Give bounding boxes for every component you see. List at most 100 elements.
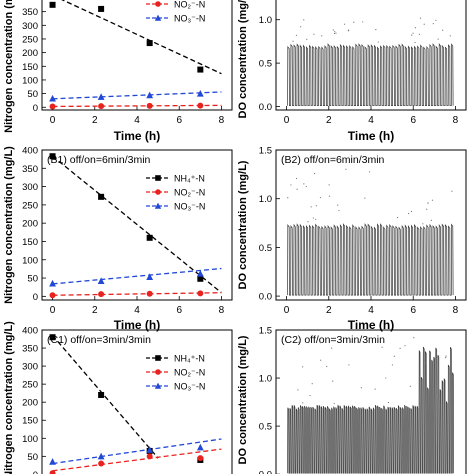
do-spike [348,364,350,366]
data-point [98,291,105,298]
do-spike [414,27,417,29]
x-tick-label: 4 [368,115,374,126]
legend-label: NO₂⁻-N [174,368,205,378]
data-point [49,103,56,110]
panel-a2: 0 2 4 6 8 0.0 0.5 1.0 Time (h) DO concentration (… [237,0,467,143]
y-tick-label: 300 [22,182,38,193]
do-spike [335,32,337,34]
panel-a1: 0 2 4 6 8 0 50 100 150 200 250 300 350 Time (h) Nitrog… [3,0,233,143]
panel-b1: 0 2 4 6 8 0 50 100 150 200 250 300 350 400 Time (h) Nit… [3,146,233,332]
data-point [98,5,105,12]
do-spike [297,389,299,391]
panel-label: (B2) off/on=6min/3min [281,154,385,166]
do-spike [334,31,336,33]
do-spike [374,388,376,390]
panel-c1: 0 50 100 150 200 250 300 350 400 Nitrogen concent… [3,321,233,474]
data-point [97,93,105,100]
do-spike [347,29,350,31]
x-tick-label: 2 [326,305,332,316]
y-tick-label: 150 [22,62,38,73]
y-tick-label: 100 [22,75,38,86]
fit-line [52,91,222,100]
do-trace [287,43,454,107]
x-axis-label: Time (h) [114,129,160,143]
data-point [49,153,56,160]
do-spike [298,341,300,343]
y-tick-label: 0.5 [259,422,272,433]
panel-label: (C2) off/on=3min/3min [281,334,385,346]
do-spike [396,216,399,219]
data-point [97,452,105,460]
do-spike [319,196,322,199]
x-tick-label: 6 [410,305,416,316]
do-spike [345,168,347,170]
do-trace [287,346,454,474]
do-spike [364,197,366,199]
panel-label: (C1) off/on=3min/3min [47,334,151,346]
y-tick-label: 200 [22,219,38,230]
x-tick-label: 0 [284,305,290,316]
fit-line [52,155,222,294]
legend-marker [155,1,161,7]
do-spike [423,23,425,25]
do-spike [292,40,294,42]
do-spike [375,29,377,31]
do-spike [393,355,395,357]
data-point [197,66,204,73]
legend-label: NO₃⁻-N [174,202,205,212]
y-tick-label: 0.0 [259,292,272,303]
do-spike [362,21,364,23]
do-spike [313,173,316,175]
do-spike [348,337,350,339]
x-tick-label: 2 [326,115,332,126]
legend-marker [155,189,161,195]
data-point [49,94,56,102]
do-spike [445,356,447,359]
data-point [98,391,105,398]
do-spike [414,41,416,44]
y-tick-label: 0.0 [259,102,272,113]
plot-frame [275,329,467,474]
do-spike [332,29,334,31]
do-spike [302,402,304,404]
do-spike [419,17,422,19]
do-spike [338,209,340,212]
do-spike [412,32,414,34]
plot-frame [41,329,233,474]
y-tick-label: 0.5 [259,243,272,254]
do-spike [442,29,444,31]
do-spike [349,341,352,343]
data-point [146,102,153,109]
y-tick-label: 50 [27,274,38,285]
y-tick-label: 250 [22,200,38,211]
y-axis-label: Nitrogen concentration (mg/L) [3,0,15,133]
do-spike [307,221,309,223]
do-spike [445,355,447,357]
do-spike [418,33,421,35]
do-spike [310,206,312,208]
data-point [49,334,56,341]
data-point [49,1,56,8]
y-tick-label: 300 [22,362,38,373]
data-point [146,234,153,241]
y-tick-label: 1.0 [259,194,272,205]
y-axis-label: DO concentration (mg/L) [237,0,249,118]
data-point [197,275,204,282]
y-tick-label: 1.5 [259,146,272,157]
legend-label: NH₄⁺-N [174,174,205,184]
do-spike [413,337,415,339]
do-spike [311,383,313,385]
fit-line [52,267,222,285]
do-spike [287,197,289,199]
data-point [146,446,154,453]
x-tick-label: 8 [219,115,225,126]
legend-label: NO₃⁻-N [174,382,205,392]
do-spike [331,347,333,349]
y-axis-label: Nitrogen concentration (mg/L) [3,146,15,304]
do-spike [315,205,317,207]
y-tick-label: 350 [22,344,38,355]
legend-label: NO₂⁻-N [174,188,205,198]
x-axis-label: Time (h) [348,318,394,332]
x-tick-label: 0 [50,115,56,126]
